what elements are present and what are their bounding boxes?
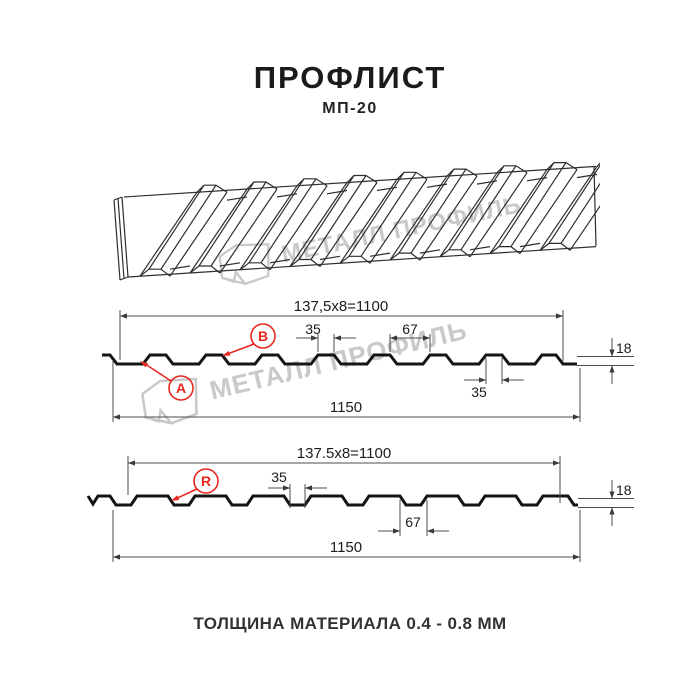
page-title: ПРОФЛИСТ bbox=[253, 60, 447, 95]
dim-label-module-width-reverse: 137.5x8=1100 bbox=[297, 445, 391, 462]
marker-r: R bbox=[171, 468, 219, 501]
marker-r-label: R bbox=[201, 473, 211, 489]
sheet-3d-drawing bbox=[113, 158, 600, 281]
dim-label-rib-base-reverse: 67 bbox=[405, 514, 421, 530]
dimension-module-width-front: 137,5x8=1100 bbox=[119, 298, 564, 361]
marker-a-label: A bbox=[176, 380, 186, 396]
dim-label-valley-reverse: 35 bbox=[271, 469, 287, 485]
product-model-label: МП-20 bbox=[322, 100, 378, 117]
dim-label-module-width-front: 137,5x8=1100 bbox=[294, 298, 388, 315]
material-thickness-note: ТОЛЩИНА МАТЕРИАЛА 0.4 - 0.8 ММ bbox=[193, 614, 507, 633]
dimension-valley-opening-front: 67 bbox=[389, 321, 431, 352]
dimension-rib-base-reverse: 67 bbox=[378, 500, 449, 536]
dimension-height-front: 18 bbox=[577, 338, 634, 384]
marker-a: A bbox=[140, 361, 194, 401]
dim-label-height-reverse: 18 bbox=[616, 482, 632, 498]
profile-front-drawing: 137,5x8=1100 35 67 bbox=[102, 298, 634, 422]
profile-reverse-drawing: 137.5x8=1100 35 67 bbox=[86, 445, 634, 562]
dimension-module-width-reverse: 137.5x8=1100 bbox=[127, 445, 561, 503]
dimension-valley-reverse: 35 bbox=[268, 469, 327, 508]
dim-label-overall-front: 1150 bbox=[330, 399, 362, 416]
dim-label-valley-opening-front: 67 bbox=[402, 321, 418, 337]
marker-b: B bbox=[222, 323, 276, 356]
dim-label-rib-top-front: 35 bbox=[305, 321, 321, 337]
dimension-overall-front: 1150 bbox=[112, 360, 581, 422]
dimension-rib-top-front: 35 bbox=[296, 321, 356, 352]
dimension-height-reverse: 18 bbox=[578, 480, 634, 526]
marker-b-label: B bbox=[258, 328, 268, 344]
dim-label-rib-top2-front: 35 bbox=[471, 384, 487, 400]
dimension-overall-reverse: 1150 bbox=[112, 510, 581, 562]
dim-label-overall-reverse: 1150 bbox=[330, 539, 362, 556]
dim-label-height-front: 18 bbox=[616, 340, 632, 356]
dimension-rib-top2-front: 35 bbox=[464, 358, 524, 400]
